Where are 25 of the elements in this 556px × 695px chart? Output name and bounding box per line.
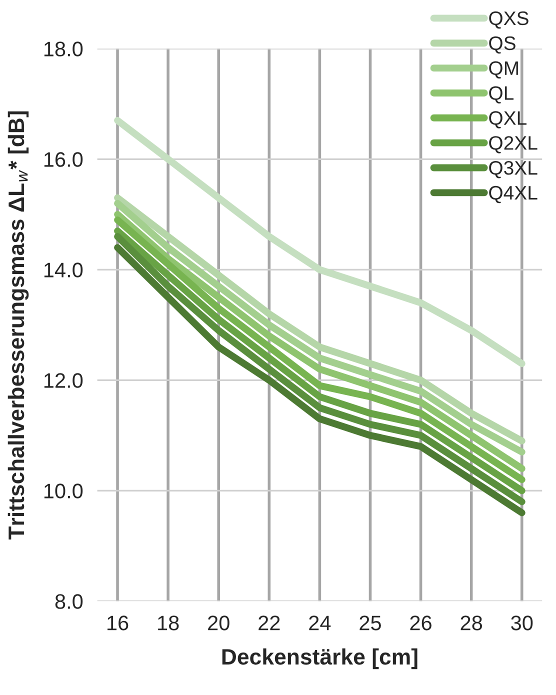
legend-label: QM bbox=[489, 61, 518, 79]
legend-label: QXL bbox=[489, 111, 526, 128]
y-tick-label: 8.0 bbox=[55, 594, 83, 609]
legend-label: Q4XL bbox=[489, 186, 538, 204]
x-tick-label: 24 bbox=[309, 616, 331, 630]
x-axis-title: Deckenstärke [cm] bbox=[222, 648, 418, 670]
legend-label: QS bbox=[489, 36, 516, 54]
y-tick-label: 12.0 bbox=[44, 373, 83, 388]
x-tick-label: 22 bbox=[258, 616, 280, 630]
legend-label: QXS bbox=[489, 11, 528, 29]
x-tick-label: 26 bbox=[410, 616, 432, 630]
x-tick-label: 28 bbox=[460, 616, 482, 630]
x-tick-label: 20 bbox=[208, 616, 230, 630]
legend-label: Q2XL bbox=[489, 136, 538, 154]
y-axis-title: Trittschallverbesserungsmass ΔL$_{w}$* [dB] bbox=[8, 111, 29, 540]
legend-label: Q3XL bbox=[489, 161, 538, 178]
y-tick-label: 10.0 bbox=[44, 484, 83, 498]
y-tick-label: 18.0 bbox=[44, 42, 83, 56]
x-tick-label: 16 bbox=[108, 616, 128, 630]
x-tick-label: 25 bbox=[360, 616, 381, 630]
y-tick-label: 14.0 bbox=[44, 262, 83, 278]
legend-label: QL bbox=[489, 86, 514, 104]
x-tick-label: 18 bbox=[158, 616, 179, 630]
x-tick-label: 30 bbox=[511, 616, 533, 630]
y-tick-label: 16.0 bbox=[44, 152, 83, 167]
